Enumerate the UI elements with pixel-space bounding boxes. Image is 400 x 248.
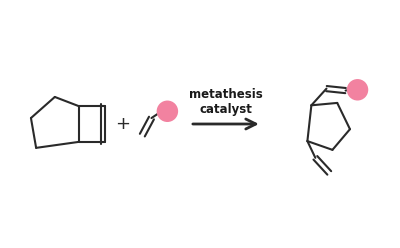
Circle shape bbox=[157, 100, 178, 122]
Circle shape bbox=[347, 79, 368, 100]
Text: catalyst: catalyst bbox=[200, 103, 252, 116]
Text: metathesis: metathesis bbox=[189, 88, 263, 101]
Text: +: + bbox=[115, 115, 130, 133]
